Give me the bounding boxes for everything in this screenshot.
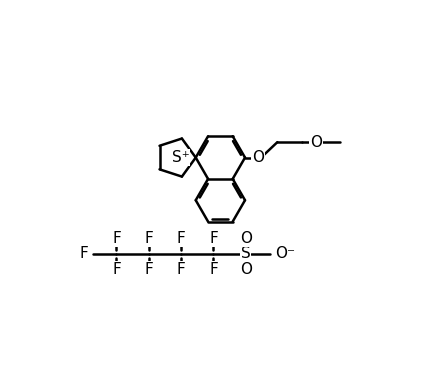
Text: F: F bbox=[144, 231, 153, 246]
Text: F: F bbox=[209, 231, 218, 246]
Text: F: F bbox=[177, 262, 185, 277]
Text: S⁺: S⁺ bbox=[172, 150, 190, 165]
Text: O⁻: O⁻ bbox=[275, 246, 295, 261]
Text: F: F bbox=[144, 262, 153, 277]
Text: F: F bbox=[112, 262, 121, 277]
Text: F: F bbox=[177, 231, 185, 246]
Text: F: F bbox=[209, 262, 218, 277]
Text: O: O bbox=[240, 262, 252, 277]
Text: F: F bbox=[79, 246, 88, 261]
Text: F: F bbox=[112, 231, 121, 246]
Text: O: O bbox=[310, 135, 322, 150]
Text: O: O bbox=[252, 150, 264, 165]
Text: O: O bbox=[240, 231, 252, 246]
Text: S: S bbox=[241, 246, 251, 261]
